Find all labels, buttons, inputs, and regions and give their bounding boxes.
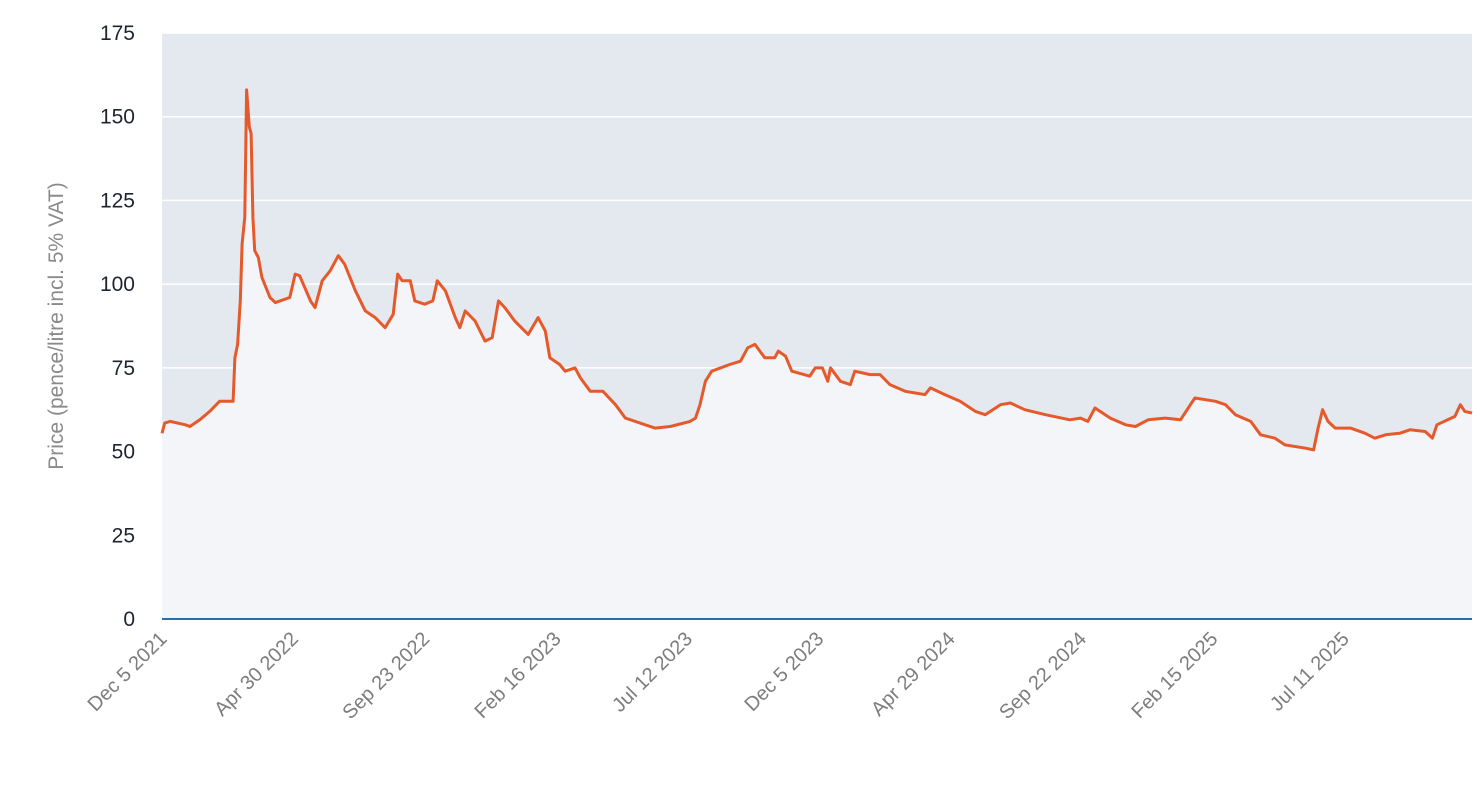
y-tick-label: 150 [100,106,135,129]
y-axis-label: Price (pence/litre incl. 5% VAT) [45,182,68,469]
y-tick-label: 25 [112,524,135,547]
x-axis-ticks: Dec 5 2021 Apr 30 2022 Sep 23 2022 Feb 16 2… [84,628,1354,724]
x-tick-label: Dec 5 2021 [84,628,172,716]
x-tick-label: Jul 11 2025 [1266,628,1354,716]
y-tick-label: 0 [123,608,135,631]
y-tick-label: 75 [112,357,135,380]
y-tick-label: 175 [100,22,135,45]
x-tick-label: Dec 5 2023 [740,628,828,716]
x-tick-label: Jul 12 2023 [608,628,697,717]
y-axis-ticks: 0 25 50 75 100 125 150 175 [100,22,135,631]
y-tick-label: 100 [100,273,135,296]
price-line [160,88,1473,452]
x-tick-label: Feb 15 2025 [1127,628,1222,723]
area-fill [162,89,1472,619]
x-tick-label: Apr 30 2022 [210,628,303,721]
x-tick-label: Sep 23 2022 [338,628,434,724]
x-tick-label: Feb 16 2023 [471,628,566,723]
x-tick-label: Apr 29 2024 [867,628,960,721]
y-tick-label: 125 [100,189,135,212]
y-tick-label: 50 [112,441,135,464]
x-tick-label: Sep 22 2024 [995,628,1091,724]
